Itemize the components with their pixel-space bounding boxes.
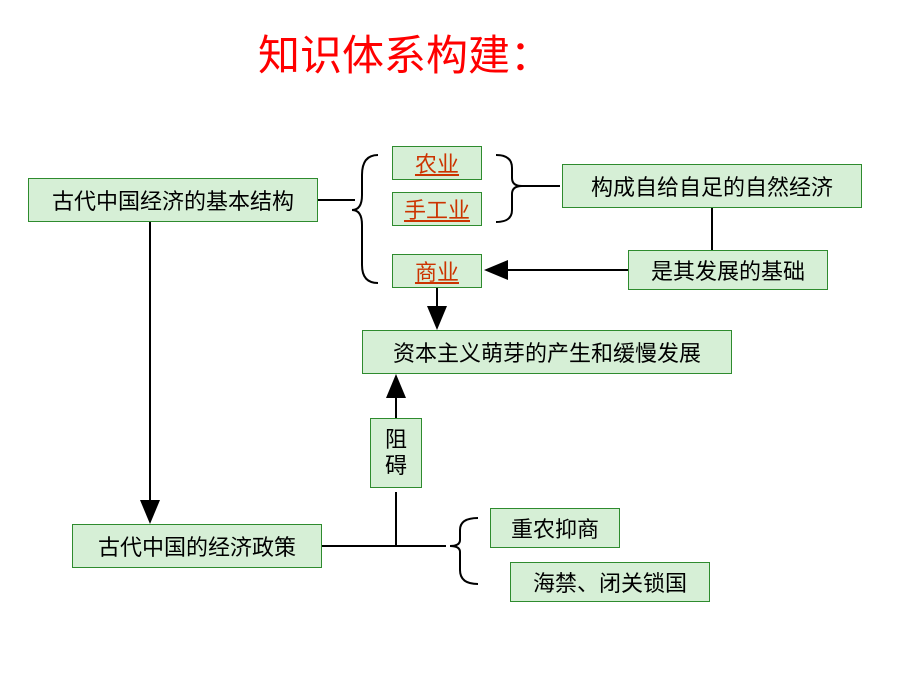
node-agri-suppress-label: 重农抑商 [511, 512, 599, 544]
node-agriculture: 农业 [392, 146, 482, 180]
node-basis: 是其发展的基础 [628, 250, 828, 290]
node-agri-suppress: 重农抑商 [490, 508, 620, 548]
node-policy: 古代中国的经济政策 [72, 524, 322, 568]
node-handicraft: 手工业 [392, 192, 482, 226]
node-structure: 古代中国经济的基本结构 [28, 178, 318, 222]
node-commerce: 商业 [392, 254, 482, 288]
node-handicraft-label: 手工业 [404, 193, 470, 225]
node-agriculture-label: 农业 [415, 147, 459, 179]
node-policy-label: 古代中国的经济政策 [98, 530, 296, 562]
node-seaban-label: 海禁、闭关锁国 [533, 566, 687, 598]
page-title: 知识体系构建： [258, 28, 552, 87]
node-capitalism-label: 资本主义萌芽的产生和缓慢发展 [393, 336, 701, 368]
node-seaban: 海禁、闭关锁国 [510, 562, 710, 602]
node-structure-label: 古代中国经济的基本结构 [52, 184, 294, 216]
node-obstruct: 阻碍 [370, 418, 422, 488]
node-obstruct-label: 阻碍 [379, 427, 413, 480]
node-capitalism: 资本主义萌芽的产生和缓慢发展 [362, 330, 732, 374]
node-natural-economy-label: 构成自给自足的自然经济 [591, 170, 833, 202]
node-commerce-label: 商业 [415, 255, 459, 287]
node-natural-economy: 构成自给自足的自然经济 [562, 164, 862, 208]
title-text: 知识体系构建： [258, 34, 552, 80]
node-basis-label: 是其发展的基础 [651, 254, 805, 286]
